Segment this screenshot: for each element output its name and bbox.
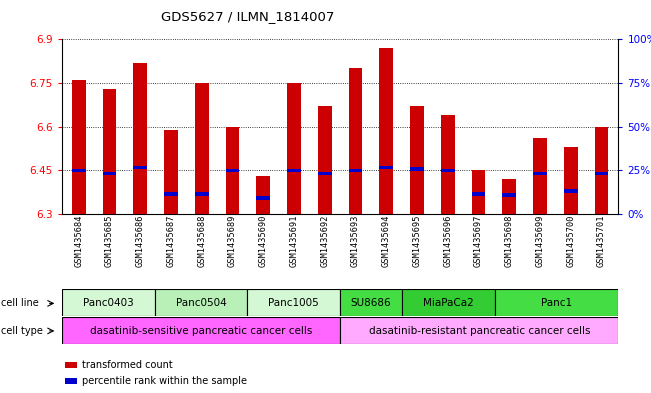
Bar [247,289,340,316]
Text: GSM1435700: GSM1435700 [566,214,575,267]
Bar [103,89,117,214]
Text: percentile rank within the sample: percentile rank within the sample [82,376,247,386]
Bar [195,192,209,196]
Bar [226,169,240,172]
Bar [564,189,577,193]
Bar [471,192,486,196]
Text: GSM1435699: GSM1435699 [536,214,544,267]
Bar [441,115,454,214]
Bar [62,317,340,344]
Bar [594,172,609,175]
Bar [503,179,516,214]
Bar [318,107,332,214]
Bar [533,172,547,175]
Text: GSM1435696: GSM1435696 [443,214,452,267]
Bar [340,289,402,316]
Text: SU8686: SU8686 [351,298,391,308]
Bar [348,169,363,172]
Text: GSM1435701: GSM1435701 [597,214,606,267]
Text: GSM1435692: GSM1435692 [320,214,329,267]
Text: GSM1435693: GSM1435693 [351,214,360,267]
Text: Panc0403: Panc0403 [83,298,133,308]
Bar [65,378,77,384]
Bar [471,171,486,214]
Bar [380,166,393,169]
Text: GSM1435691: GSM1435691 [290,214,299,267]
Bar [287,83,301,214]
Text: GSM1435694: GSM1435694 [381,214,391,267]
Text: GSM1435687: GSM1435687 [167,214,176,267]
Bar [318,172,332,175]
Bar [340,317,618,344]
Text: dasatinib-resistant pancreatic cancer cells: dasatinib-resistant pancreatic cancer ce… [368,325,590,336]
Bar [402,289,495,316]
Bar [256,196,270,200]
Text: GSM1435689: GSM1435689 [228,214,237,267]
Text: GSM1435685: GSM1435685 [105,214,114,267]
Bar [195,83,209,214]
Text: MiaPaCa2: MiaPaCa2 [423,298,474,308]
Text: dasatinib-sensitive pancreatic cancer cells: dasatinib-sensitive pancreatic cancer ce… [90,325,312,336]
Text: GDS5627 / ILMN_1814007: GDS5627 / ILMN_1814007 [161,10,334,23]
Text: GSM1435684: GSM1435684 [74,214,83,267]
Bar [410,107,424,214]
Bar [62,289,154,316]
Bar [594,127,609,214]
Bar [564,147,577,214]
Text: Panc0504: Panc0504 [176,298,227,308]
Bar [380,48,393,214]
Bar [133,62,147,214]
Text: GSM1435690: GSM1435690 [258,214,268,267]
Text: GSM1435688: GSM1435688 [197,214,206,267]
Bar [441,169,454,172]
Bar [226,127,240,214]
Bar [256,176,270,214]
Bar [410,167,424,171]
Text: Panc1005: Panc1005 [268,298,319,308]
Bar [348,68,363,214]
Bar [495,289,618,316]
Bar [503,193,516,197]
Bar [133,166,147,169]
Text: cell type: cell type [1,326,42,336]
Bar [154,289,247,316]
Bar [164,192,178,196]
Bar [287,169,301,172]
Bar [533,138,547,214]
Bar [72,169,86,172]
Text: GSM1435697: GSM1435697 [474,214,483,267]
Bar [65,362,77,368]
Text: GSM1435695: GSM1435695 [413,214,422,267]
Bar [72,80,86,214]
Bar [164,130,178,214]
Text: cell line: cell line [1,298,38,309]
Bar [103,172,117,175]
Text: GSM1435698: GSM1435698 [505,214,514,267]
Text: transformed count: transformed count [82,360,173,370]
Text: Panc1: Panc1 [541,298,572,308]
Text: GSM1435686: GSM1435686 [136,214,145,267]
